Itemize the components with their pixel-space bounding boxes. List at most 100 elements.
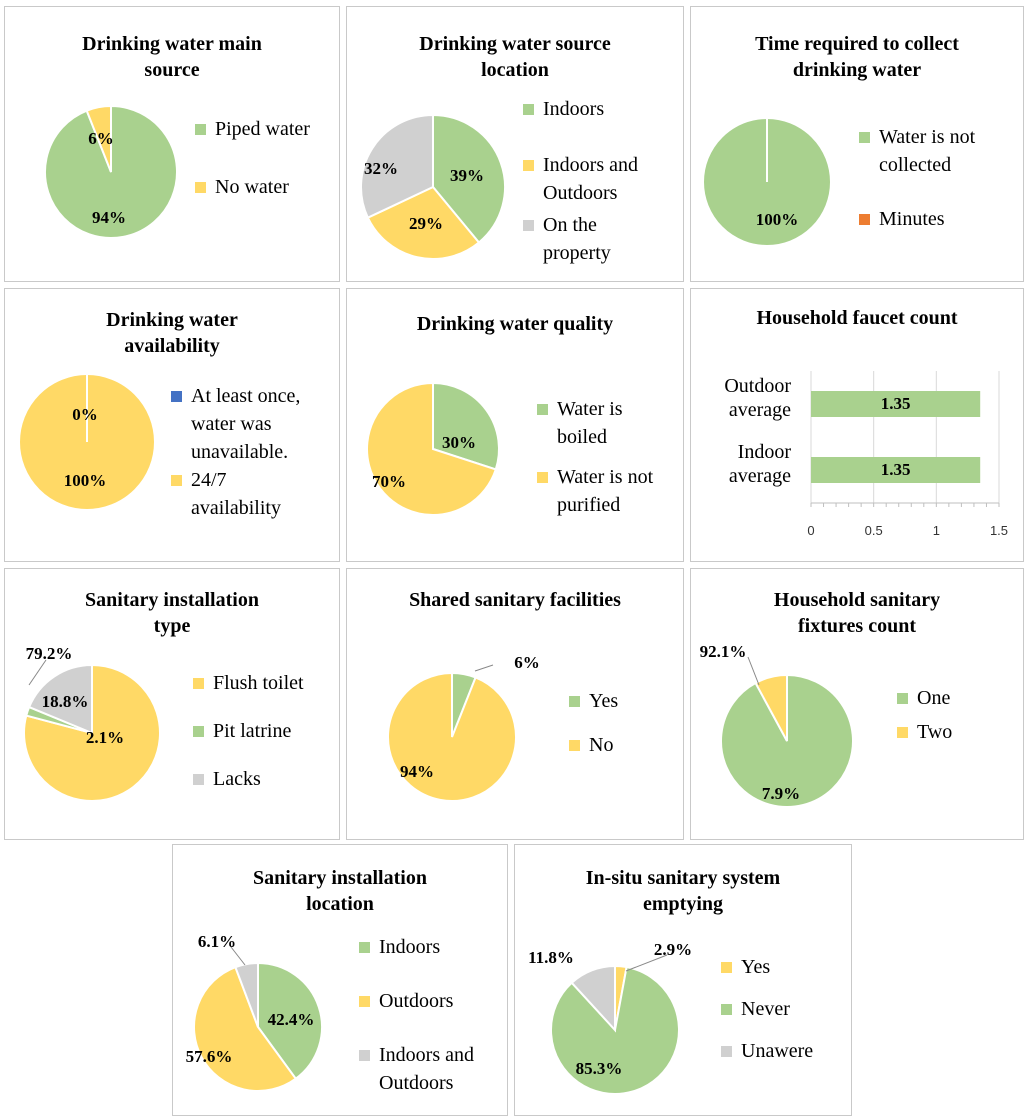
legend-swatch <box>537 404 548 415</box>
chart-title: Drinking water source location <box>419 33 611 81</box>
legend-label: Flush toilet <box>213 672 304 694</box>
chart-panel-installation-location: Sanitary installation location 42.4% 57.6… <box>172 844 508 1116</box>
legend-item-piped-water: Piped water <box>195 115 335 143</box>
legend-swatch <box>721 962 732 973</box>
legend-item-never: Never <box>721 995 847 1023</box>
pie-chart: 2.9% 85.3% 11.8% <box>528 940 692 1095</box>
chart-panel-availability: Drinking water availability 0% 100% At le… <box>4 288 340 562</box>
chart-title: Drinking water availability <box>106 309 238 357</box>
legend-label: Lacks <box>213 768 261 790</box>
legend-swatch <box>171 475 182 486</box>
data-label-indoors: 39% <box>450 166 484 185</box>
legend-swatch <box>523 104 534 115</box>
data-label-outdoors: 57.6% <box>186 1047 233 1066</box>
pie-slice-no <box>387 671 517 802</box>
legend: At least once, water was unavailable. 24… <box>171 382 339 522</box>
legend-item-two: Two <box>897 718 1017 746</box>
legend-label: Never <box>741 998 790 1020</box>
pie-slice-on-the-property <box>360 113 434 219</box>
chart-title: Shared sanitary facilities <box>409 589 621 611</box>
chart-panel-shared-facilities: Shared sanitary facilities 6% 94% Yes No <box>346 568 684 840</box>
pie-slice-indoors <box>432 113 506 244</box>
pie-chart: 39% 29% 32% <box>360 113 506 260</box>
legend-label: Yes <box>741 956 771 978</box>
legend-item-no-water: No water <box>195 173 335 201</box>
data-label-two: 7.9% <box>762 784 800 803</box>
legend-item-outdoors: Outdoors <box>359 987 505 1015</box>
legend-item-boiled: Water is boiled <box>537 395 657 451</box>
chart-panel-collect-time: Time required to collect drinking water … <box>690 6 1024 282</box>
legend-swatch <box>721 1046 732 1057</box>
chart-title: Drinking water quality <box>416 313 614 335</box>
legend-label: Piped water <box>215 118 310 140</box>
chart-panel-system-emptying: In-situ sanitary system emptying 2.9% 85.… <box>514 844 852 1116</box>
legend-swatch <box>897 727 908 738</box>
pie-slice-outdoors <box>193 965 298 1092</box>
x-tick-label: 0.5 <box>865 523 883 538</box>
legend-item-unavailable: At least once, water was unavailable. <box>171 382 339 466</box>
legend-swatch <box>523 160 534 171</box>
legend-label: No <box>589 734 614 756</box>
data-label-water-is-boiled: 30% <box>442 433 476 452</box>
data-label-yes: 2.9% <box>654 940 692 959</box>
pie-chart: 6% 94% <box>387 653 540 802</box>
legend-item-indoors: Indoors <box>523 95 683 123</box>
legend-label: Water is not collected <box>879 126 976 176</box>
pie-slices <box>193 961 323 1092</box>
legend-item-indoors-and-outdoors: Indoors and Outdoors <box>523 151 683 207</box>
chart-title: Household faucet count <box>756 307 958 329</box>
pie-slices <box>387 671 517 802</box>
pie-chart: 79.2% 2.1% 18.8% <box>23 644 161 802</box>
chart-title: Drinking water main source <box>82 33 262 81</box>
chart-title: Time required to collect drinking water <box>755 33 959 81</box>
legend: Yes No <box>569 687 679 759</box>
chart-panel-source-location: Drinking water source location 39% 29% 32%… <box>346 6 684 282</box>
pie-chart: 94% 6% <box>44 104 178 239</box>
legend-item-unawere: Unawere <box>721 1037 847 1065</box>
legend-label: Indoors and Outdoors <box>543 154 638 204</box>
legend-swatch <box>193 678 204 689</box>
data-label-water-is-not-collected: 100% <box>756 210 799 229</box>
legend-swatch <box>193 726 204 737</box>
legend-label: 24/7 availability <box>191 469 281 519</box>
legend: Indoors Indoors and Outdoors On the prop… <box>523 95 683 267</box>
legend: One Two <box>897 684 1017 746</box>
legend-swatch <box>721 1004 732 1015</box>
pie-slices <box>360 113 506 260</box>
data-label-yes: 6% <box>514 653 540 672</box>
pie-slices <box>702 117 832 247</box>
legend-swatch <box>859 214 870 225</box>
bar-chart: 0 0.5 1 1.5 1.35 Outdoor average 1.35 Indoor aver… <box>724 371 1008 538</box>
legend-label: No water <box>215 176 289 198</box>
legend-swatch <box>897 693 908 704</box>
pie-slice-lacks <box>27 663 93 735</box>
x-tick-label: 1 <box>933 523 940 538</box>
legend-item-yes: Yes <box>721 953 847 981</box>
legend-label: Outdoors <box>379 990 454 1012</box>
legend-item-indoors-and-outdoors: Indoors and Outdoors <box>359 1041 505 1097</box>
legend-item-water-not-collected: Water is not collected <box>859 123 1019 179</box>
x-tick-label: 0 <box>807 523 814 538</box>
chart-title: In-situ sanitary system emptying <box>585 867 781 915</box>
pie-chart: 30% 70% <box>366 381 500 516</box>
leader-line <box>625 954 668 972</box>
data-label-flush-toilet: 79.2% <box>26 644 73 663</box>
data-label-no: 94% <box>400 762 434 781</box>
legend-item-yes: Yes <box>569 687 679 715</box>
legend-swatch <box>523 220 534 231</box>
data-label-indoors: 42.4% <box>268 1010 315 1029</box>
bar-value-label: 1.35 <box>881 460 911 479</box>
legend-label: Indoors <box>543 98 605 120</box>
legend: Piped water No water <box>195 115 335 201</box>
legend-swatch <box>569 696 580 707</box>
pie-slices <box>366 381 500 516</box>
data-label-lacks: 18.8% <box>42 692 89 711</box>
legend-item-lacks: Lacks <box>193 765 337 793</box>
legend-label: One <box>917 687 951 709</box>
legend-label: Yes <box>589 690 619 712</box>
legend-swatch <box>171 391 182 402</box>
pie-chart: 100% <box>702 117 832 247</box>
legend-item-indoors: Indoors <box>359 933 505 961</box>
category-label: Outdoor average <box>724 375 791 421</box>
data-label-indoors-and-outdoors: 6.1% <box>198 932 236 951</box>
